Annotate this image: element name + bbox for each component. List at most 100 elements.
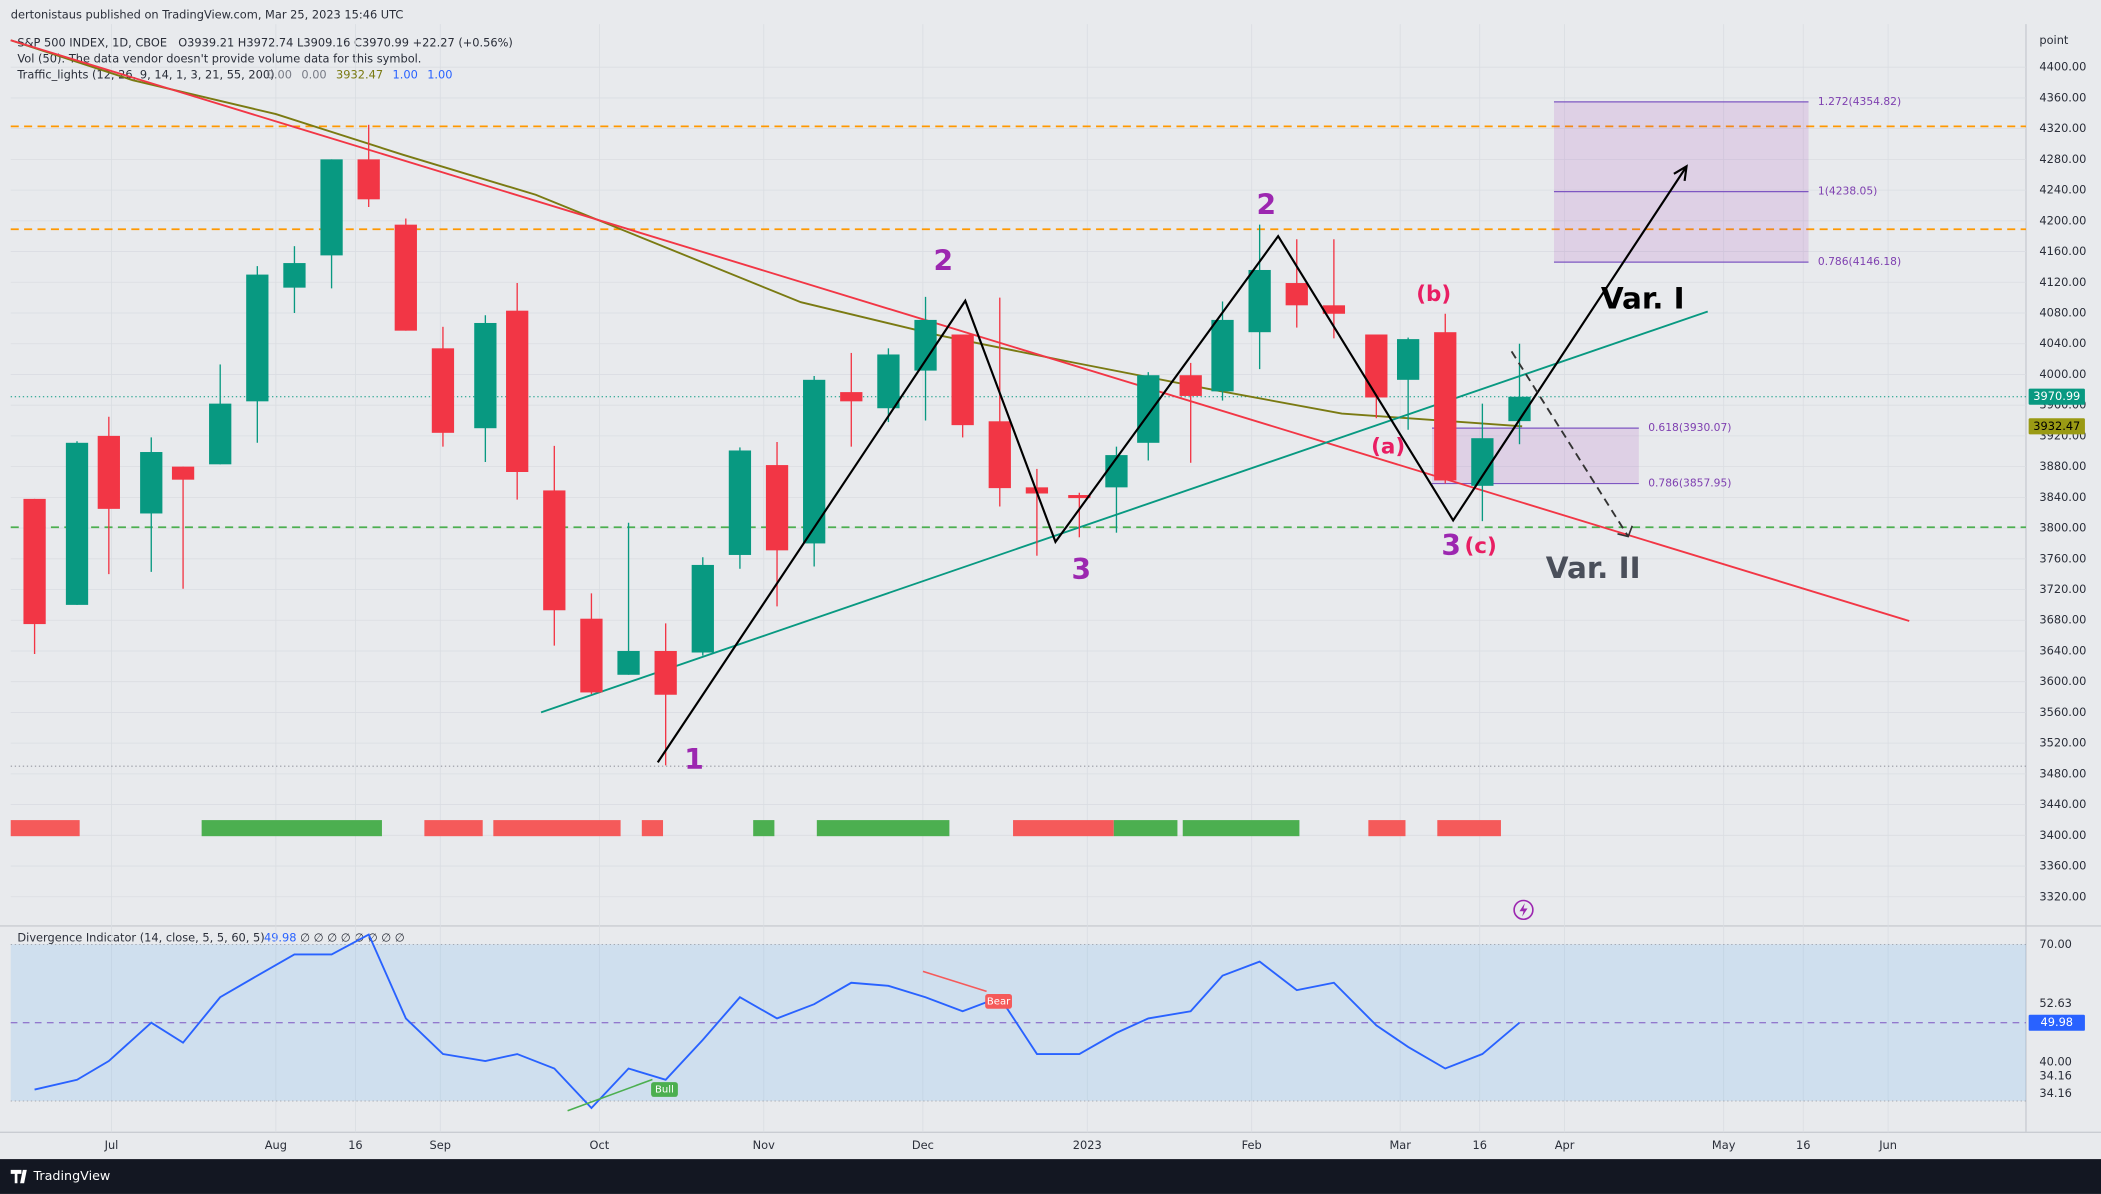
symbol-title: S&P 500 INDEX, 1D, CBOE (17, 35, 167, 49)
traffic-light (1368, 820, 1406, 837)
fib-zone (1553, 101, 1809, 263)
candle-body (65, 442, 89, 605)
candle-body (617, 650, 640, 675)
y-tick-label: 4280.00 (2039, 152, 2086, 166)
x-tick-label: Mar (1389, 1138, 1411, 1152)
candle-body (580, 618, 603, 693)
traffic-lights-value: 1.00 (427, 68, 452, 82)
y-tick-label: 4160.00 (2039, 244, 2086, 258)
signal-label: Bear (987, 996, 1011, 1007)
x-tick-label: Sep (430, 1138, 451, 1152)
indicator-line (34, 933, 1521, 1110)
traffic-light (424, 820, 483, 837)
traffic-lights-value: 1.00 (392, 68, 417, 82)
fib-label: 0.786(4146.18) (1818, 255, 1901, 268)
traffic-light (1182, 820, 1300, 837)
candle-body (394, 224, 417, 331)
candle-body (654, 650, 677, 695)
y-tick-label: 3840.00 (2039, 490, 2086, 504)
candle-body (357, 159, 380, 200)
candle-body (1322, 305, 1346, 314)
candle-body (1105, 455, 1128, 488)
indicator-last-bg (2028, 1014, 2085, 1031)
y-tick-label: 3800.00 (2039, 521, 2086, 535)
x-tick-label: Nov (753, 1138, 775, 1152)
candle-body (691, 564, 714, 653)
y-tick-label: 3440.00 (2039, 797, 2086, 811)
ma-price-label-bg (2028, 418, 2085, 435)
x-tick-label: 16 (1796, 1138, 1810, 1152)
traffic-light (10, 820, 80, 837)
candle-body (171, 466, 195, 480)
x-tick-label: 16 (1472, 1138, 1486, 1152)
y-tick-label: 3680.00 (2039, 613, 2086, 627)
candle-body (431, 348, 455, 433)
wave-label: (a) (1371, 435, 1405, 460)
moving-average (10, 39, 1523, 428)
candle-body (803, 379, 826, 544)
footer-brand: TradingView (32, 1168, 110, 1183)
candle-body (1471, 438, 1494, 486)
wave-label: (b) (1416, 282, 1451, 307)
candle-body (728, 450, 752, 555)
candle-body (246, 274, 269, 402)
candle-body (1248, 269, 1271, 333)
candle-body (1179, 375, 1202, 396)
candle-body (1068, 495, 1091, 499)
y-tick-label: 4120.00 (2039, 275, 2086, 289)
candle-body (988, 421, 1011, 489)
arrow-head (1617, 525, 1633, 538)
y-tick-label: 3560.00 (2039, 705, 2086, 719)
y-tick-label: 40.00 (2039, 1054, 2072, 1068)
price-pane: 1.272(4354.82) 1(4238.05) 0.786(4146.18) 0.… (10, 24, 2026, 1133)
y-tick-label: 3600.00 (2039, 674, 2086, 688)
wave-label: 2 (934, 245, 954, 278)
trendline (10, 39, 1910, 622)
footer (0, 1159, 2101, 1194)
traffic-light (641, 820, 664, 837)
x-tick-label: Aug (265, 1138, 287, 1152)
candle-body (765, 465, 789, 551)
last-price-label: 3970.99 (2033, 389, 2080, 403)
candle-body (877, 354, 900, 409)
candle-body (209, 403, 232, 465)
y-tick-label: 3520.00 (2039, 736, 2086, 750)
y-tick-label: 3640.00 (2039, 643, 2086, 657)
volume-note: Vol (50): The data vendor doesn't provid… (17, 52, 421, 66)
candle-body (1285, 283, 1308, 306)
traffic-light (201, 820, 382, 837)
y-tick-label: 3360.00 (2039, 859, 2086, 873)
fib-label: 1.272(4354.82) (1818, 95, 1901, 108)
candle-body (1396, 339, 1420, 380)
y-tick-label: 70.00 (2039, 937, 2072, 951)
arrow-head (1673, 164, 1688, 182)
wave-path (656, 165, 1688, 763)
candle-body (1508, 396, 1531, 422)
traffic-light (1113, 820, 1178, 837)
y-tick-label: 4080.00 (2039, 305, 2086, 319)
indicator-pane: Bull Bear (10, 933, 2026, 1112)
traffic-lights-value: 0.00 (301, 68, 326, 82)
candle-body (914, 319, 937, 371)
wave-label: (c) (1464, 534, 1496, 559)
x-tick-label: Apr (1555, 1138, 1575, 1152)
level-label: 52.63 (2039, 996, 2072, 1010)
y-tick-label: 4000.00 (2039, 367, 2086, 381)
y-tick-label: 3400.00 (2039, 828, 2086, 842)
traffic-light (1013, 820, 1114, 837)
level-label: 34.16 (2039, 1086, 2072, 1100)
y-tick-label: 4320.00 (2039, 121, 2086, 135)
x-tick-label: May (1712, 1138, 1736, 1152)
wave-label: 1 (684, 743, 704, 776)
indicator-last-label: 49.98 (2040, 1015, 2073, 1029)
y-tick-label: 4400.00 (2039, 60, 2086, 74)
candle-body (23, 498, 46, 625)
ma-price-label: 3932.47 (2033, 419, 2080, 433)
y-tick-label: 4240.00 (2039, 183, 2086, 197)
candle-body (1434, 332, 1457, 481)
candle-body (506, 310, 529, 472)
x-tick-label: Feb (1242, 1138, 1262, 1152)
y-tick-label: 3320.00 (2039, 889, 2086, 903)
traffic-lights-title: Traffic_lights (12, 26, 9, 14, 1, 3, 21,… (16, 68, 274, 82)
